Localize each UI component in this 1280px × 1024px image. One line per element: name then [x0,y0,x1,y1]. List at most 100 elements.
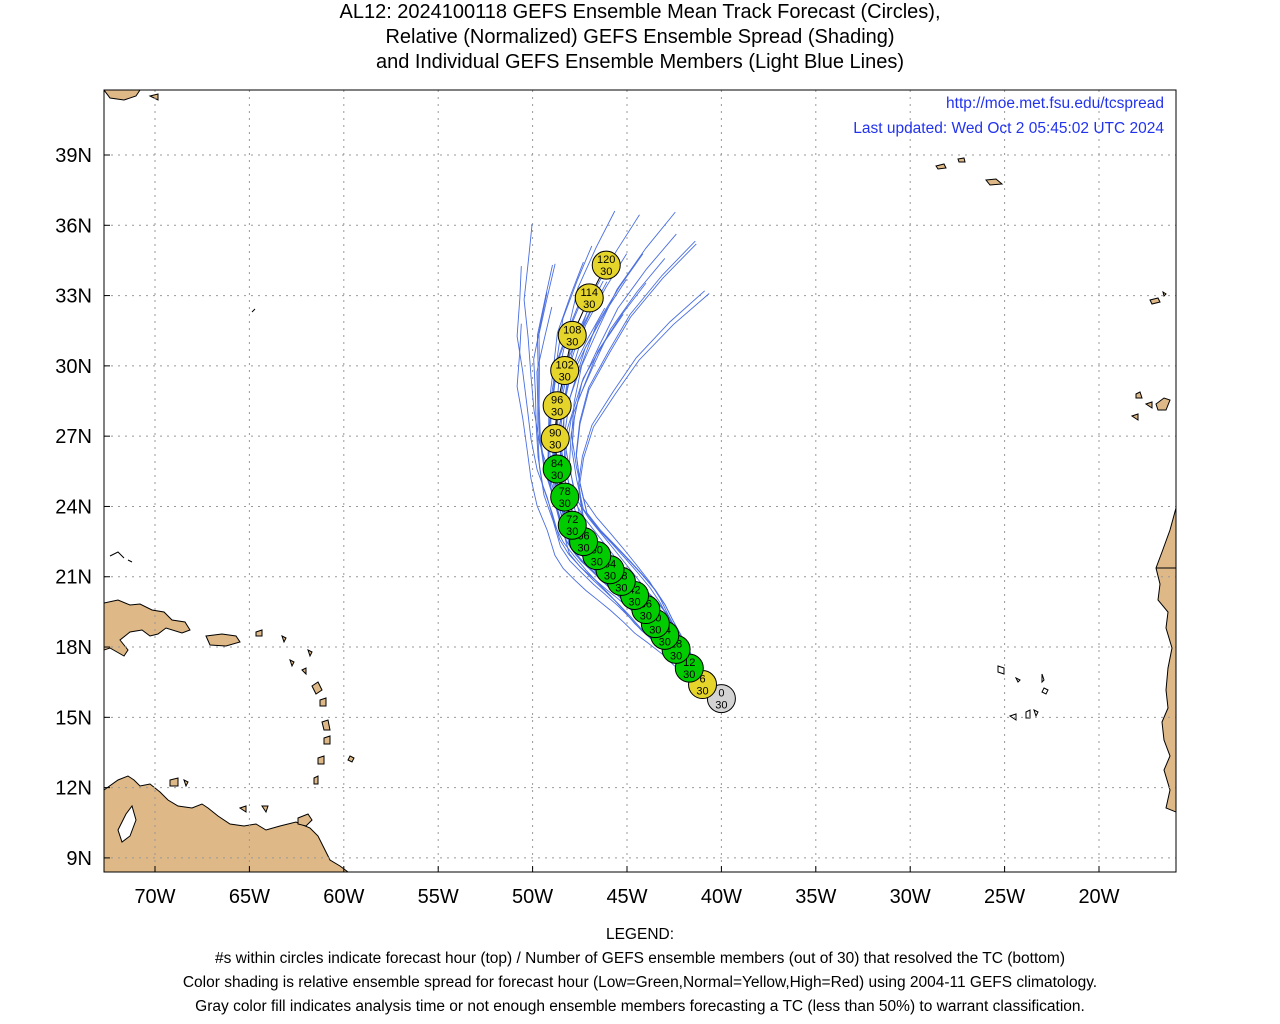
chart-title-line-3: and Individual GEFS Ensemble Members (Li… [375,51,905,73]
legend-heading: LEGEND: [605,926,675,943]
legend-line-3: Gray color fill indicates analysis time … [195,998,1085,1015]
lon-tick-label: 45W [606,886,647,908]
member-count-label: 30 [715,700,727,712]
member-count-label: 30 [549,440,561,452]
maracaibo-lake [117,804,137,843]
cape-verde-islands [997,665,1049,721]
lat-tick-label: 12N [55,778,92,800]
lat-tick-label: 21N [55,567,92,589]
track-circle [591,250,621,280]
forecast-hour-label: 0 [718,688,724,700]
member-count-label: 30 [551,407,563,419]
member-count-label: 30 [600,266,612,278]
track-circle [574,283,604,313]
track-circle [557,320,587,350]
lon-tick-label: 35W [795,886,836,908]
lat-tick-label: 24N [55,496,92,518]
member-count-label: 30 [591,557,603,569]
track-map: 0306301230183024303030363042304830543060… [55,89,1177,908]
lon-tick-label: 20W [1078,886,1119,908]
forecast-hour-label: 78 [559,486,571,498]
track-circle [550,482,580,512]
lon-tick-label: 50W [512,886,553,908]
member-count-label: 30 [604,571,616,583]
lat-tick-label: 36N [55,215,92,237]
trinidad-land [297,813,313,827]
member-track-line [516,323,722,699]
cuba-tip-land [109,551,133,563]
lon-tick-label: 30W [890,886,931,908]
track-circle [557,510,587,540]
last-updated: Last updated: Wed Oct 2 05:45:02 UTC 202… [853,120,1164,137]
lon-tick-label: 70W [134,886,175,908]
lesser-antilles [169,629,355,814]
graticule [104,90,1176,872]
hispaniola-land [104,599,191,657]
forecast-hour-label: 114 [580,287,598,299]
member-count-label: 30 [551,470,563,482]
forecast-hour-label: 102 [556,360,574,372]
legend-line-2: Color shading is relative ensemble sprea… [182,974,1098,991]
longitude-tick-labels: 70W 65W 60W 55W 50W 45W 40W 35W 30W 25W 20W [134,866,1120,908]
bermuda-island [251,308,256,313]
member-count-label: 30 [559,372,571,384]
forecast-hour-label: 6 [699,674,705,686]
forecast-hour-label: 96 [551,395,563,407]
forecast-hour-label: 108 [563,324,581,336]
lat-tick-label: 9N [66,848,92,870]
member-count-label: 30 [640,611,652,623]
member-count-label: 30 [615,582,627,594]
madeira-canaries [1130,290,1171,421]
ensemble-mean-track: 0306301230183024303030363042304830543060… [540,250,736,714]
puerto-rico-land [205,633,241,647]
lat-tick-label: 27N [55,426,92,448]
bahamas-islands [104,90,159,101]
track-circle [550,356,580,386]
africa-land [1155,507,1176,813]
member-count-label: 30 [670,650,682,662]
forecast-hour-label: 84 [551,458,563,470]
forecast-hour-label: 90 [549,428,561,440]
south-america-land [104,775,349,872]
lon-tick-label: 55W [418,886,459,908]
forecast-hour-label: 120 [597,254,615,266]
forecast-hour-label: 72 [566,514,578,526]
chart-title-line-1: AL12: 2024100118 GEFS Ensemble Mean Trac… [339,1,941,23]
chart-title-line-2: Relative (Normalized) GEFS Ensemble Spre… [385,26,895,48]
track-circle [542,391,572,421]
lat-tick-label: 39N [55,145,92,167]
member-count-label: 30 [696,686,708,698]
map-background [104,90,1176,872]
member-count-label: 30 [566,336,578,348]
legend-line-1: #s within circles indicate forecast hour… [215,950,1065,967]
lat-tick-label: 30N [55,356,92,378]
track-circle [540,424,570,454]
member-count-label: 30 [628,596,640,608]
member-count-label: 30 [683,669,695,681]
map-frame [103,89,1177,873]
lon-tick-label: 25W [984,886,1025,908]
lat-tick-label: 18N [55,637,92,659]
lat-tick-label: 15N [55,707,92,729]
azores-islands [935,157,1004,186]
latitude-tick-labels: 39N 36N 33N 30N 27N 24N 21N 18N 15N 12N 9N [55,145,110,870]
land-masses [104,90,1176,872]
member-count-label: 30 [659,636,671,648]
member-count-label: 30 [566,526,578,538]
lon-tick-label: 40W [701,886,742,908]
lon-tick-label: 65W [229,886,270,908]
member-count-label: 30 [559,498,571,510]
credit-url[interactable]: http://moe.met.fsu.edu/tcspread [946,95,1164,112]
lat-tick-label: 33N [55,286,92,308]
member-count-label: 30 [583,299,595,311]
member-count-label: 30 [577,543,589,555]
